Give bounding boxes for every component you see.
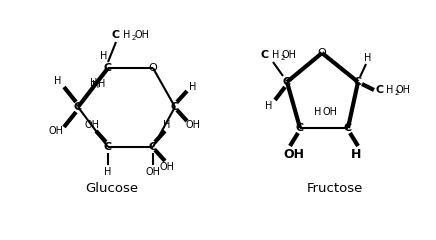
- Text: C: C: [171, 102, 179, 112]
- Text: H: H: [92, 80, 100, 90]
- Text: H: H: [386, 85, 394, 95]
- Text: OH: OH: [48, 126, 64, 136]
- Text: H: H: [266, 101, 272, 111]
- Text: 2: 2: [395, 90, 399, 96]
- Text: 2: 2: [281, 55, 286, 61]
- Text: H: H: [272, 50, 279, 60]
- Text: C: C: [354, 77, 362, 87]
- Text: C: C: [74, 102, 82, 112]
- Text: H: H: [164, 120, 170, 130]
- Text: H: H: [100, 51, 108, 61]
- Text: H: H: [104, 167, 112, 177]
- Text: OH: OH: [134, 30, 150, 40]
- Text: C: C: [104, 63, 112, 73]
- Text: C: C: [283, 77, 291, 87]
- Text: C: C: [104, 142, 112, 152]
- Text: OH: OH: [160, 162, 174, 172]
- Text: O: O: [317, 48, 327, 58]
- Text: OH: OH: [283, 149, 304, 162]
- Text: C: C: [149, 142, 157, 152]
- Text: H: H: [314, 107, 322, 117]
- Text: OH: OH: [282, 50, 296, 60]
- Text: H: H: [351, 149, 361, 162]
- Text: OH: OH: [85, 120, 99, 130]
- Text: 2: 2: [132, 35, 136, 41]
- Text: H: H: [54, 76, 61, 86]
- Text: Glucose: Glucose: [85, 181, 139, 194]
- Text: Fructose: Fructose: [307, 181, 363, 194]
- Text: C: C: [261, 50, 269, 60]
- Text: OH: OH: [146, 167, 160, 177]
- Text: H: H: [123, 30, 131, 40]
- Text: O: O: [149, 63, 157, 73]
- Text: H: H: [189, 82, 197, 92]
- Text: C: C: [376, 85, 384, 95]
- Text: OH: OH: [185, 120, 201, 130]
- Text: H: H: [98, 79, 106, 89]
- Text: C: C: [344, 123, 352, 133]
- Text: C: C: [112, 30, 120, 40]
- Text: C: C: [296, 123, 304, 133]
- Text: OH: OH: [395, 85, 411, 95]
- Text: OH: OH: [323, 107, 337, 117]
- Text: H: H: [90, 78, 98, 88]
- Text: H: H: [364, 53, 371, 63]
